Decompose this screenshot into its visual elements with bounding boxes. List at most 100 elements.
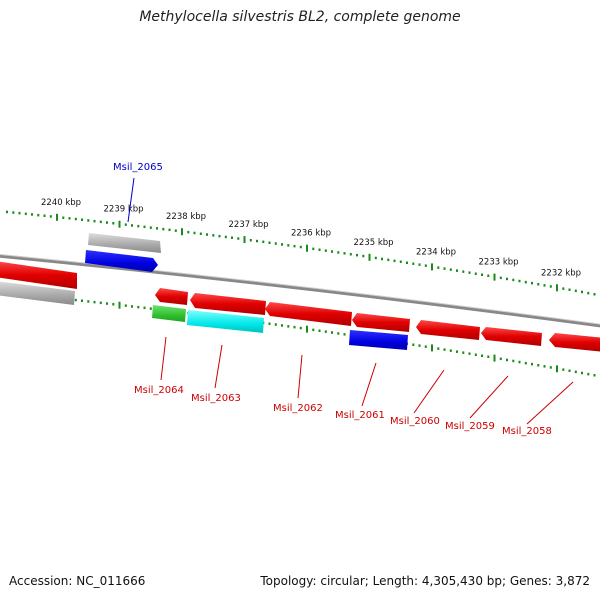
scale-minor-tick: [62, 216, 65, 219]
scale-minor-tick: [537, 283, 540, 286]
gene-msil-2059: [481, 327, 542, 346]
scale-minor-tick: [268, 322, 271, 325]
leader-msil-2063: [214, 344, 223, 389]
scale-minor-tick: [331, 331, 333, 334]
scale-minor-tick: [424, 345, 427, 348]
scale-minor-tick: [312, 247, 315, 251]
scale-minor-tick: [574, 370, 577, 374]
genome-summary-text: Topology: circular; Length: 4,305,430 bp…: [260, 574, 590, 588]
scale-minor-tick: [256, 239, 258, 243]
scale-minor-tick: [512, 359, 515, 363]
scale-minor-tick: [443, 348, 446, 351]
scale-minor-tick: [343, 252, 346, 255]
scale-minor-tick: [437, 266, 440, 269]
scale-minor-tick: [412, 343, 415, 346]
scale-major-tick: [56, 213, 58, 221]
leader-msil-2064: [160, 336, 167, 381]
scale-minor-tick: [131, 305, 133, 308]
scale-minor-tick: [449, 268, 452, 271]
gene-msil-2061: [352, 313, 410, 332]
scale-minor-tick: [387, 258, 390, 262]
scale-minor-tick: [224, 235, 227, 239]
scale-minor-tick: [218, 234, 221, 238]
scale-minor-tick: [137, 224, 140, 228]
accession-text: Accession: NC_011666: [9, 574, 146, 588]
scale-minor-tick: [518, 279, 521, 283]
scale-minor-tick: [74, 217, 77, 221]
scale-minor-tick: [499, 357, 502, 361]
scale-minor-tick: [262, 240, 265, 244]
scale-minor-tick: [337, 251, 340, 254]
scale-minor-tick: [299, 326, 302, 330]
scale-minor-tick: [281, 243, 283, 246]
scale-minor-tick: [549, 285, 552, 288]
scale-minor-tick: [93, 219, 96, 223]
scale-minor-tick: [506, 358, 508, 362]
scale-tick-label: 2236 kbp: [291, 229, 331, 239]
scale-minor-tick: [37, 213, 40, 217]
scale-minor-tick: [593, 374, 596, 377]
scale-tick-label: 2240 kbp: [41, 198, 81, 208]
scale-minor-tick: [462, 351, 465, 354]
label-msil-2063: Msil_2063: [191, 393, 241, 404]
scale-minor-tick: [487, 355, 490, 358]
scale-minor-tick: [143, 306, 146, 310]
scale-minor-tick: [587, 291, 590, 295]
scale-minor-tick: [112, 222, 115, 225]
gene-msil-2062: [265, 302, 352, 326]
scale-minor-tick: [31, 213, 33, 216]
scale-minor-tick: [443, 267, 446, 270]
scale-minor-tick: [168, 228, 171, 232]
scale-minor-tick: [124, 304, 127, 307]
scale-minor-tick: [562, 287, 565, 290]
scale-minor-tick: [274, 242, 277, 245]
scale-minor-tick: [99, 220, 102, 224]
scale-minor-tick: [393, 259, 396, 263]
scale-minor-tick: [537, 364, 540, 367]
scale-labels: 2240 kbp 2239 kbp 2238 kbp 2237 kbp 2236 kbp…: [41, 198, 581, 278]
gene-msil-2065: [85, 250, 158, 272]
gene-grey-lower: [0, 281, 75, 305]
genome-backbone-highlight: [0, 253, 600, 325]
scale-tick-label: 2232 kbp: [541, 268, 581, 278]
scale-minor-tick: [581, 371, 583, 375]
scale-minor-tick: [249, 239, 252, 242]
leader-msil-2065: [127, 177, 135, 223]
scale-minor-tick: [274, 323, 277, 326]
scale-minor-tick: [212, 234, 215, 237]
scale-major-tick: [493, 354, 496, 362]
scale-minor-tick: [374, 256, 377, 260]
scale-major-tick: [431, 263, 433, 271]
scale-minor-tick: [468, 352, 471, 355]
scale-minor-tick: [487, 274, 490, 277]
scale-minor-tick: [424, 264, 427, 267]
scale-minor-tick: [143, 225, 146, 229]
scale-minor-tick: [162, 227, 165, 231]
scale-major-tick: [493, 273, 496, 281]
scale-minor-tick: [524, 361, 527, 365]
scale-major-tick: [368, 253, 371, 261]
scale-minor-tick: [268, 241, 271, 244]
scale-minor-tick: [337, 332, 340, 335]
scale-minor-tick: [437, 347, 440, 350]
scale-minor-tick: [312, 328, 315, 332]
scale-tick-label: 2235 kbp: [354, 238, 394, 248]
label-msil-2064: Msil_2064: [134, 385, 184, 396]
scale-minor-tick: [362, 254, 365, 258]
scale-minor-tick: [12, 211, 15, 214]
scale-minor-tick: [193, 231, 196, 235]
scale-minor-tick: [81, 218, 83, 221]
scale-minor-tick: [187, 230, 190, 234]
scale-minor-tick: [131, 224, 133, 227]
gene-msil-2064: [152, 305, 186, 322]
leader-msil-2058: [526, 381, 574, 425]
scale-minor-tick: [18, 211, 21, 215]
scale-minor-tick: [287, 244, 290, 247]
leader-msil-2059: [469, 375, 509, 419]
gene-msil-2060: [416, 320, 480, 340]
scale-minor-tick: [356, 253, 358, 257]
label-msil-2061: Msil_2061: [335, 410, 385, 421]
leader-msil-2062: [297, 354, 303, 399]
